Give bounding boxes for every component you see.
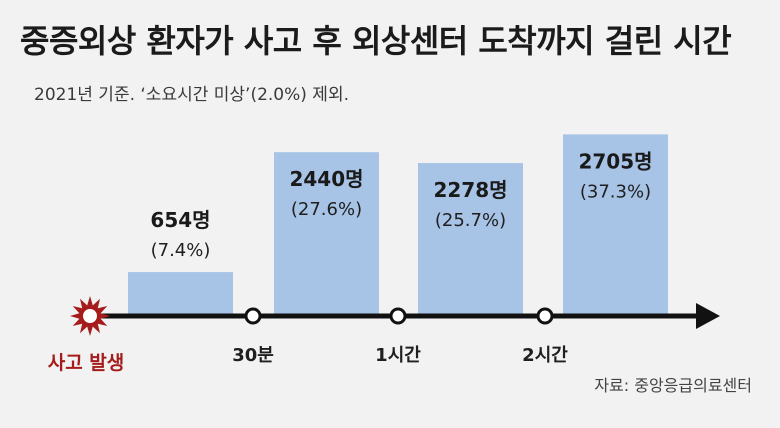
chart-subtitle: 2021년 기준. ‘소요시간 미상’(2.0%) 제외. — [34, 85, 349, 105]
time-tick-marker — [389, 307, 407, 325]
time-tick-marker — [244, 307, 262, 325]
accident-start-label: 사고 발생 — [48, 352, 125, 374]
bar-percent-label: (25.7%) — [435, 210, 506, 231]
page-title: 중증외상 환자가 사고 후 외상센터 도착까지 걸린 시간 — [20, 22, 732, 60]
bar-percent-label: (37.3%) — [580, 181, 651, 202]
time-tick-label: 1시간 — [375, 345, 421, 366]
bar-percent-label: (7.4%) — [151, 240, 211, 261]
axis-arrow-icon — [696, 303, 720, 329]
bar-value-label: 654명 — [150, 208, 210, 232]
accident-burst-center — [83, 309, 97, 323]
time-tick-label: 30분 — [232, 345, 274, 366]
chart-bar — [418, 163, 523, 316]
bar-value-label: 2278명 — [433, 178, 507, 202]
chart-bar — [563, 134, 668, 316]
source-note: 자료: 중앙응급의료센터 — [594, 376, 752, 395]
bar-value-label: 2440명 — [289, 167, 363, 191]
time-tick-marker — [536, 307, 554, 325]
bar-value-label: 2705명 — [578, 149, 652, 173]
bar-percent-label: (27.6%) — [291, 199, 362, 220]
time-tick-label: 2시간 — [522, 345, 568, 366]
chart-bar — [128, 272, 233, 316]
chart-bar — [274, 152, 379, 316]
